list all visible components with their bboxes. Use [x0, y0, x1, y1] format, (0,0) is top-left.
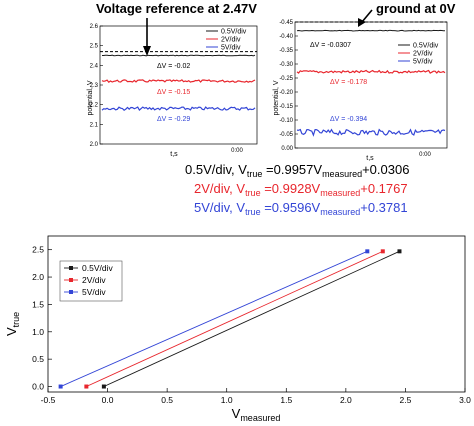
- panel-a-trace-2vdiv: [101, 79, 256, 84]
- calibration-xlabel: Vmeasured: [232, 406, 281, 423]
- panel-b-ytick-label: -0.10: [279, 118, 293, 124]
- panel-b-delta-0-5v: ΔV = -0.0307: [310, 42, 351, 49]
- calibration-point-2vdiv: [84, 384, 89, 389]
- calibration-ytick-label: 1.5: [32, 299, 44, 309]
- calibration-xtick-label: 0.5: [161, 395, 173, 405]
- calibration-ytick-label: 2.0: [32, 272, 44, 282]
- legend-marker-0-5v: [69, 266, 73, 270]
- panel-a-ytick-label: 2.2: [90, 103, 99, 109]
- calibration-point-2vdiv: [380, 249, 385, 254]
- legend-b-label-0-5v: 0.5V/div: [413, 43, 439, 50]
- panel-b-yticks: 0.00 -0.05 -0.10 -0.15 -0.20 -0.25 -0.30 -0.35 -…: [279, 20, 298, 152]
- panel-a-xlabel: t,s: [170, 151, 178, 158]
- equation-0-5v: 0.5V/div, Vtrue =0.9957Vmeasured+0.0306: [185, 162, 409, 179]
- reference-voltage-panel: potential, V t,s 0:00 2.0 2.1 2.2 2.3 2.4 2.5…: [87, 24, 258, 158]
- calibration-point-5vdiv: [58, 384, 63, 389]
- panel-b-ytick-label: -0.40: [279, 34, 293, 40]
- calibration-chart: -0.5 0.0 0.5 1.0 1.5 2.0 2.5 3.0 0.0 0.5 1.0 1.5 2.0…: [4, 235, 471, 423]
- ground-panel: potential, V t,s 0:00 0.00 -0.05 -0.10 -0.1…: [273, 20, 448, 162]
- calibration-ytick-label: 0.5: [32, 354, 44, 364]
- calibration-xtick-label: 2.5: [400, 395, 412, 405]
- calibration-xtick-label: 3.0: [459, 395, 471, 405]
- calibration-xtick-label: 1.0: [221, 395, 233, 405]
- panel-b-trace-05vdiv: [296, 29, 445, 32]
- panel-a-series: [100, 51, 257, 112]
- calibration-ticks: -0.5 0.0 0.5 1.0 1.5 2.0 2.5 3.0 0.0 0.5 1.0 1.5 2.0…: [32, 245, 471, 405]
- panel-a-ytick-label: 2.3: [90, 83, 99, 89]
- calibration-xtick-label: -0.5: [41, 395, 56, 405]
- panel-b-trace-5vdiv: [296, 128, 446, 137]
- panel-b-ytick-label: -0.05: [279, 132, 293, 138]
- panel-b-frame: [294, 21, 448, 149]
- calibration-line-5vdiv: [60, 250, 368, 387]
- panel-a-delta-5v: ΔV = -0.29: [157, 116, 190, 123]
- panel-a-ytick-label: 2.5: [90, 44, 99, 50]
- panel-b-legend: 0.5V/div 2V/div 5V/div: [398, 43, 439, 66]
- calibration-xtick-label: 1.5: [280, 395, 292, 405]
- calibration-line-05vdiv: [103, 250, 400, 387]
- calibration-xtick-label: 0.0: [102, 395, 114, 405]
- legend-marker-5v: [69, 290, 73, 294]
- panel-a-delta-2v: ΔV = -0.15: [157, 89, 190, 96]
- panel-a-ytick-label: 2.1: [90, 122, 99, 128]
- panel-a-yticks: 2.0 2.1 2.2 2.3 2.4 2.5 2.6: [90, 24, 103, 148]
- panel-b-ylabel: potential, V: [273, 80, 280, 115]
- panel-a-delta-0-5v: ΔV = -0.02: [157, 63, 190, 70]
- panel-b-ytick-label: 0.00: [281, 146, 293, 152]
- calibration-ytick-label: 1.0: [32, 327, 44, 337]
- panel-b-ytick-label: -0.30: [279, 62, 293, 68]
- panel-b-trace-2vdiv: [296, 69, 446, 74]
- calibration-series: [58, 249, 402, 389]
- equation-5v: 5V/div, Vtrue =0.9596Vmeasured+0.3781: [194, 200, 408, 217]
- calibration-point-05vdiv: [397, 249, 402, 254]
- panel-b-ytick-label: -0.45: [279, 20, 293, 26]
- legend-label-5v: 5V/div: [221, 45, 241, 52]
- calibration-legend: 0.5V/div 2V/div 5V/div: [59, 260, 123, 302]
- calibration-point-5vdiv: [365, 249, 370, 254]
- right-arrow: [358, 9, 373, 27]
- voltage-reference-annotation: Voltage reference at 2.47V: [96, 1, 257, 16]
- panel-a-ylabel: potential, V: [87, 80, 94, 115]
- panel-b-ytick-label: -0.15: [279, 104, 293, 110]
- panel-b-ytick-label: -0.25: [279, 76, 293, 82]
- panel-a-xtick: 0:00: [231, 148, 243, 154]
- panel-a-ytick-label: 2.6: [90, 24, 99, 30]
- legend-marker-2v: [69, 278, 73, 282]
- equation-2v: 2V/div, Vtrue =0.9928Vmeasured+0.1767: [194, 181, 408, 198]
- calibration-legend-2v: 2V/div: [82, 275, 106, 285]
- calibration-legend-5v: 5V/div: [82, 287, 106, 297]
- panel-b-delta-5v: ΔV = -0.394: [330, 116, 367, 123]
- panel-b-delta-2v: ΔV = -0.178: [330, 79, 367, 86]
- calibration-ytick-label: 2.5: [32, 245, 44, 255]
- panel-a-ytick-label: 2.4: [90, 63, 99, 69]
- panel-a-ytick-label: 2.0: [90, 142, 99, 148]
- panel-a-legend: 0.5V/div 2V/div 5V/div: [206, 29, 247, 52]
- legend-label-0-5v: 0.5V/div: [221, 29, 247, 36]
- calibration-legend-0-5v: 0.5V/div: [82, 263, 113, 273]
- left-arrow: [143, 18, 151, 56]
- calibration-ylabel: Vtrue: [4, 312, 21, 336]
- panel-b-xtick: 0:00: [419, 152, 431, 158]
- calibration-line-2vdiv: [86, 250, 383, 387]
- ground-annotation: ground at 0V: [376, 1, 456, 16]
- legend-label-2v: 2V/div: [221, 37, 241, 44]
- panel-b-ytick-label: -0.20: [279, 90, 293, 96]
- panel-a-trace-5vdiv: [101, 106, 256, 112]
- panel-b-xlabel: t,s: [366, 155, 374, 162]
- calibration-ytick-label: 0.0: [32, 382, 44, 392]
- legend-b-label-5v: 5V/div: [413, 59, 433, 66]
- legend-b-label-2v: 2V/div: [413, 51, 433, 58]
- calibration-point-05vdiv: [101, 384, 106, 389]
- panel-a-trace-05vdiv: [102, 54, 256, 57]
- calibration-frame: [47, 235, 466, 393]
- panel-b-series: [295, 21, 447, 137]
- calibration-xtick-label: 2.0: [340, 395, 352, 405]
- panel-b-ytick-label: -0.35: [279, 48, 293, 54]
